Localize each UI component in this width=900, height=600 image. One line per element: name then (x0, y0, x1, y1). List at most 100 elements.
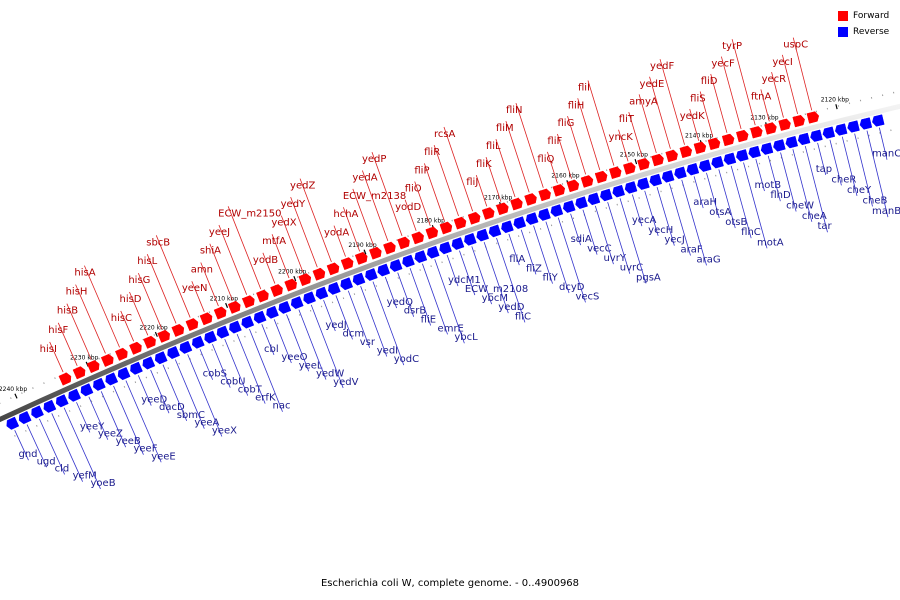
gene-arrow[interactable] (365, 268, 378, 281)
gene-yoeb[interactable]: yoeB (55, 394, 116, 490)
gene-arrow[interactable] (637, 177, 650, 190)
gene-arrow[interactable] (698, 159, 712, 172)
gene-fliy[interactable]: fliY (525, 212, 559, 284)
gene-arrow[interactable] (723, 152, 737, 165)
gene-rcsa[interactable]: rcsA (434, 126, 481, 225)
gene-emre[interactable]: emrE (414, 250, 464, 335)
gene-flic[interactable]: fliC (488, 224, 531, 323)
gene-arrow[interactable] (847, 120, 860, 133)
gene-arrow[interactable] (185, 318, 199, 332)
gene-arrow[interactable] (439, 221, 453, 235)
gene-arrow[interactable] (298, 273, 312, 287)
gene-hish[interactable]: hisH (66, 284, 114, 367)
gene-amn[interactable]: amn (191, 262, 227, 320)
gene-hisa[interactable]: hisA (74, 265, 128, 361)
gene-arrow[interactable] (623, 162, 636, 175)
gene-flie[interactable]: fliE (402, 254, 436, 326)
gene-yedp[interactable]: yedP (362, 151, 410, 250)
gene-arrow[interactable] (872, 114, 885, 127)
gene-arrow[interactable] (171, 323, 185, 337)
gene-hisg[interactable]: hisG (128, 272, 170, 343)
gene-yedi[interactable]: yedI (352, 272, 398, 357)
gene-arrow[interactable] (216, 325, 230, 339)
gene-arrow[interactable] (510, 197, 523, 211)
gene-arrow[interactable] (143, 335, 156, 349)
gene-yedv[interactable]: yedV (303, 291, 359, 389)
gene-arrow[interactable] (100, 353, 114, 367)
gene-arrow[interactable] (778, 118, 791, 131)
gene-fliq[interactable]: fliQ (537, 151, 566, 197)
gene-arrow[interactable] (411, 231, 424, 245)
gene-arrow[interactable] (476, 228, 490, 242)
gene-arrow[interactable] (278, 300, 292, 314)
gene-arrow[interactable] (6, 416, 20, 430)
gene-flip[interactable]: fliP (414, 163, 453, 235)
gene-arrow[interactable] (513, 216, 527, 229)
gene-flhd[interactable]: flhD (760, 142, 791, 202)
gene-arrow[interactable] (451, 237, 465, 250)
gene-arrow[interactable] (55, 394, 69, 408)
gene-arrow[interactable] (377, 263, 391, 277)
gene-pgsa[interactable]: pgsA (612, 184, 661, 284)
gene-arrow[interactable] (18, 410, 32, 425)
gene-arrow[interactable] (637, 157, 650, 171)
gene-arrow[interactable] (501, 220, 514, 234)
gene-cobu[interactable]: cobU (204, 330, 246, 388)
gene-flis[interactable]: fliS (690, 91, 721, 151)
gene-arrow[interactable] (859, 117, 873, 130)
gene-manb[interactable]: manB (859, 117, 900, 218)
gene-arrow[interactable] (594, 170, 608, 184)
gene-arrow[interactable] (674, 166, 687, 180)
gene-arrow[interactable] (129, 341, 142, 355)
gene-yedz[interactable]: yedZ (290, 178, 340, 276)
gene-yoda[interactable]: yodA (324, 225, 354, 271)
gene-ybcm[interactable]: ybcM (464, 232, 508, 305)
gene-arrow[interactable] (649, 173, 663, 187)
gene-arah[interactable]: araH (686, 162, 717, 209)
gene-arrow[interactable] (192, 335, 205, 349)
gene-arrow[interactable] (773, 139, 786, 152)
gene-yodd[interactable]: yodD (395, 199, 424, 245)
gene-vsr[interactable]: vsr (340, 277, 376, 349)
gene-flia[interactable]: fliA (501, 220, 525, 266)
gene-arrow[interactable] (105, 372, 119, 386)
gene-arrow[interactable] (315, 286, 329, 300)
gene-ydcm1[interactable]: ydcM1 (439, 241, 481, 287)
gene-arrow[interactable] (806, 111, 820, 124)
gene-arrow[interactable] (340, 277, 354, 291)
gene-yeeb[interactable]: yeeB (93, 377, 141, 448)
gene-flif[interactable]: fliF (547, 133, 580, 193)
gene-dcyd[interactable]: dcyD (538, 208, 585, 294)
gene-arrow[interactable] (72, 366, 86, 380)
gene-arrow[interactable] (326, 262, 340, 276)
gene-hisc[interactable]: hisC (111, 310, 142, 355)
gene-arrow[interactable] (822, 126, 836, 139)
gene-arrow[interactable] (735, 129, 749, 143)
gene-tap[interactable]: tap (810, 129, 833, 175)
gene-yedq[interactable]: yedQ (377, 263, 413, 309)
gene-arrow[interactable] (538, 208, 551, 221)
gene-dcm[interactable]: dcm (328, 281, 364, 340)
gene-yodb[interactable]: yodB (253, 252, 283, 298)
gene-arrow[interactable] (43, 399, 57, 413)
gene-arrow[interactable] (550, 204, 564, 217)
gene-ecw-m2138[interactable]: ECW_m2138 (343, 188, 406, 260)
gene-cobs[interactable]: cobS (192, 335, 227, 380)
gene-arrow[interactable] (426, 245, 440, 259)
gene-hisb[interactable]: hisB (57, 303, 100, 374)
gene-dsrb[interactable]: dsrB (389, 259, 426, 317)
gene-arrow[interactable] (580, 175, 594, 188)
gene-arrow[interactable] (229, 320, 242, 334)
gene-vecs[interactable]: vecS (550, 204, 600, 303)
gene-yeez[interactable]: yeeZ (80, 383, 123, 440)
gene-arrow[interactable] (290, 296, 304, 310)
gene-arrow[interactable] (284, 278, 297, 292)
gene-arrow[interactable] (748, 145, 761, 159)
gene-arrow[interactable] (439, 241, 452, 255)
gene-arrow[interactable] (453, 216, 467, 230)
gene-arrow[interactable] (792, 114, 805, 128)
gene-gnd[interactable]: gnd (6, 416, 38, 461)
gene-arrow[interactable] (524, 193, 537, 206)
gene-arrow[interactable] (488, 224, 502, 238)
gene-amya[interactable]: amyA (629, 94, 664, 167)
